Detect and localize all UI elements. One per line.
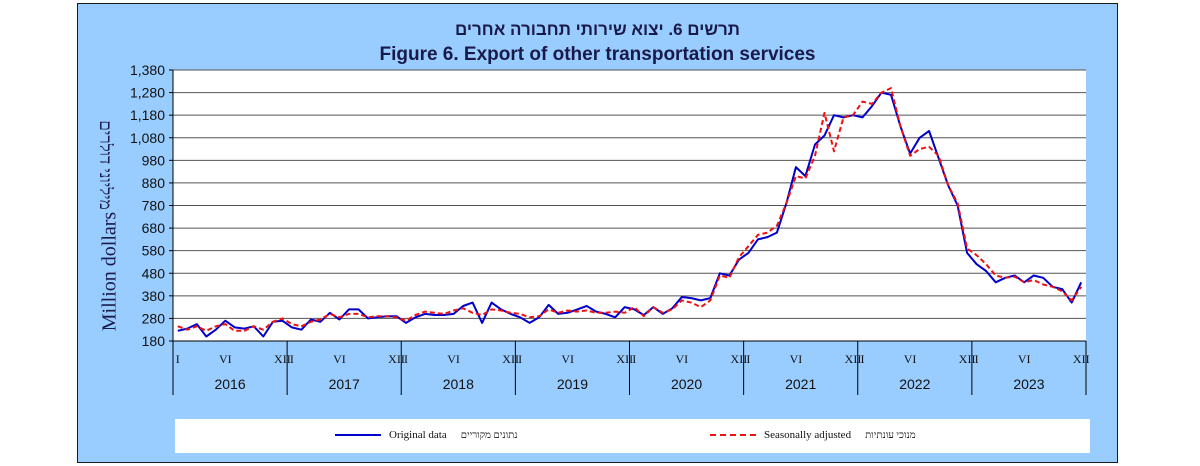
y-tick-label: 580 [142,243,166,259]
year-label: 2020 [671,376,702,392]
legend-swatch-original [335,434,381,437]
year-label: 2017 [329,376,360,392]
year-label: 2022 [899,376,930,392]
chart-title: Figure 6. Export of other transportation… [379,44,816,65]
year-label: 2021 [785,376,816,392]
month-tick-label: XII [616,352,633,366]
legend-swatch-seasonal [710,434,756,437]
month-tick-label: I [518,352,522,366]
legend-item-original: Original data נתונים מקוריים [335,429,518,441]
year-label: 2018 [443,376,474,392]
month-tick-label: I [176,352,180,366]
y-tick-label: 1,380 [130,62,165,78]
y-tick-label: 480 [142,265,166,281]
month-tick-label: I [861,352,865,366]
month-tick-label: VI [561,352,574,366]
month-tick-label: VI [219,352,232,366]
legend-label-seasonal-hebrew: מנוכי עונתיות [865,430,916,441]
legend-label-original: Original data [389,429,447,441]
y-tick-label: 1,080 [130,130,165,146]
month-tick-label: I [975,352,979,366]
month-tick-label: XII [731,352,748,366]
month-tick-label: XII [274,352,291,366]
y-tick-label: 180 [142,333,166,349]
year-label: 2019 [557,376,588,392]
month-tick-label: XII [388,352,405,366]
month-tick-label: VI [904,352,917,366]
legend-label-seasonal: Seasonally adjusted [764,429,852,441]
legend-label-original-hebrew: נתונים מקוריים [460,430,518,441]
month-tick-label: I [290,352,294,366]
month-tick-label: XII [845,352,862,366]
series-line-seasonal [177,87,1083,332]
month-tick-label: VI [1018,352,1031,366]
month-tick-label: VI [675,352,688,366]
legend-item-seasonal: Seasonally adjusted מנוכי עונתיות [710,429,916,441]
month-tick-label: XII [1073,352,1090,366]
y-tick-label: 280 [142,310,166,326]
y-tick-label: 880 [142,175,166,191]
month-tick-label: I [746,352,750,366]
legend: Original data נתונים מקוריים Seasonally a… [175,419,1090,453]
month-tick-label: I [404,352,408,366]
month-tick-label: VI [447,352,460,366]
year-label: 2016 [214,376,245,392]
month-tick-label: VI [790,352,803,366]
y-tick-label: 380 [142,288,166,304]
y-tick-label: 1,180 [130,107,165,123]
y-tick-label: 780 [142,198,166,214]
year-label: 2023 [1013,376,1044,392]
y-tick-label: 980 [142,152,166,168]
month-tick-label: I [632,352,636,366]
month-tick-label: VI [333,352,346,366]
chart-title-hebrew: תרשים 6. יצוא שירותי תחבורה אחרים [454,20,741,39]
month-tick-label: XII [959,352,976,366]
y-tick-label: 680 [142,220,166,236]
series-line-original [177,91,1083,338]
month-tick-label: XII [502,352,519,366]
y-tick-label: 1,280 [130,85,165,101]
